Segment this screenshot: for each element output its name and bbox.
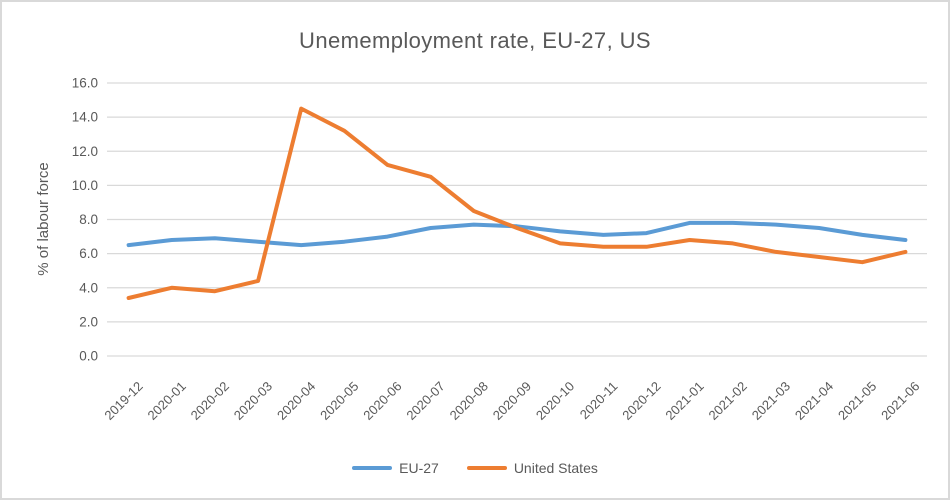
y-tick-label: 14.0	[72, 110, 98, 125]
x-tick-label: 2020-06	[360, 379, 404, 423]
legend-item-united-states: United States	[466, 460, 598, 476]
y-axis-title: % of labour force	[35, 162, 52, 275]
legend-label-united-states: United States	[513, 460, 598, 476]
x-tick-label: 2020-08	[447, 379, 491, 423]
series-line-united-states	[126, 106, 908, 300]
x-tick-label: 2020-12	[619, 379, 663, 423]
y-tick-label: 8.0	[79, 212, 98, 227]
chart-title: Unememployment rate, EU-27, US	[299, 28, 651, 53]
y-tick-label: 6.0	[79, 246, 98, 261]
y-tick-label: 2.0	[79, 314, 98, 329]
x-tick-label: 2021-02	[706, 379, 750, 423]
x-tick-label: 2021-01	[662, 379, 706, 423]
x-tick-label: 2020-04	[274, 379, 318, 423]
legend-item-eu-27: EU-27	[352, 460, 439, 476]
x-tick-label: 2021-06	[878, 379, 922, 423]
legend-swatch-united-states	[466, 466, 507, 470]
y-tick-label: 0.0	[79, 349, 98, 364]
x-tick-label: 2021-03	[749, 379, 793, 423]
x-tick-label: 2020-09	[490, 379, 534, 423]
x-tick-label: 2020-07	[403, 379, 447, 423]
x-tick-label: 2020-03	[231, 379, 275, 423]
legend: EU-27 United States	[2, 460, 948, 476]
y-tick-label: 4.0	[79, 280, 98, 295]
x-tick-label: 2020-05	[317, 379, 361, 423]
y-tick-label: 16.0	[72, 76, 98, 91]
y-tick-label: 12.0	[72, 144, 98, 159]
x-tick-label: 2019-12	[101, 379, 145, 423]
x-tick-label: 2020-11	[577, 379, 621, 423]
x-tick-label: 2021-04	[792, 379, 836, 423]
legend-label-eu-27: EU-27	[399, 460, 439, 476]
x-tick-label: 2020-10	[533, 379, 577, 423]
x-tick-label: 2021-05	[835, 379, 879, 423]
y-tick-label: 10.0	[72, 178, 98, 193]
legend-swatch-eu-27	[352, 466, 393, 470]
x-tick-label: 2020-01	[145, 379, 189, 423]
x-tick-label: 2020-02	[188, 379, 232, 423]
